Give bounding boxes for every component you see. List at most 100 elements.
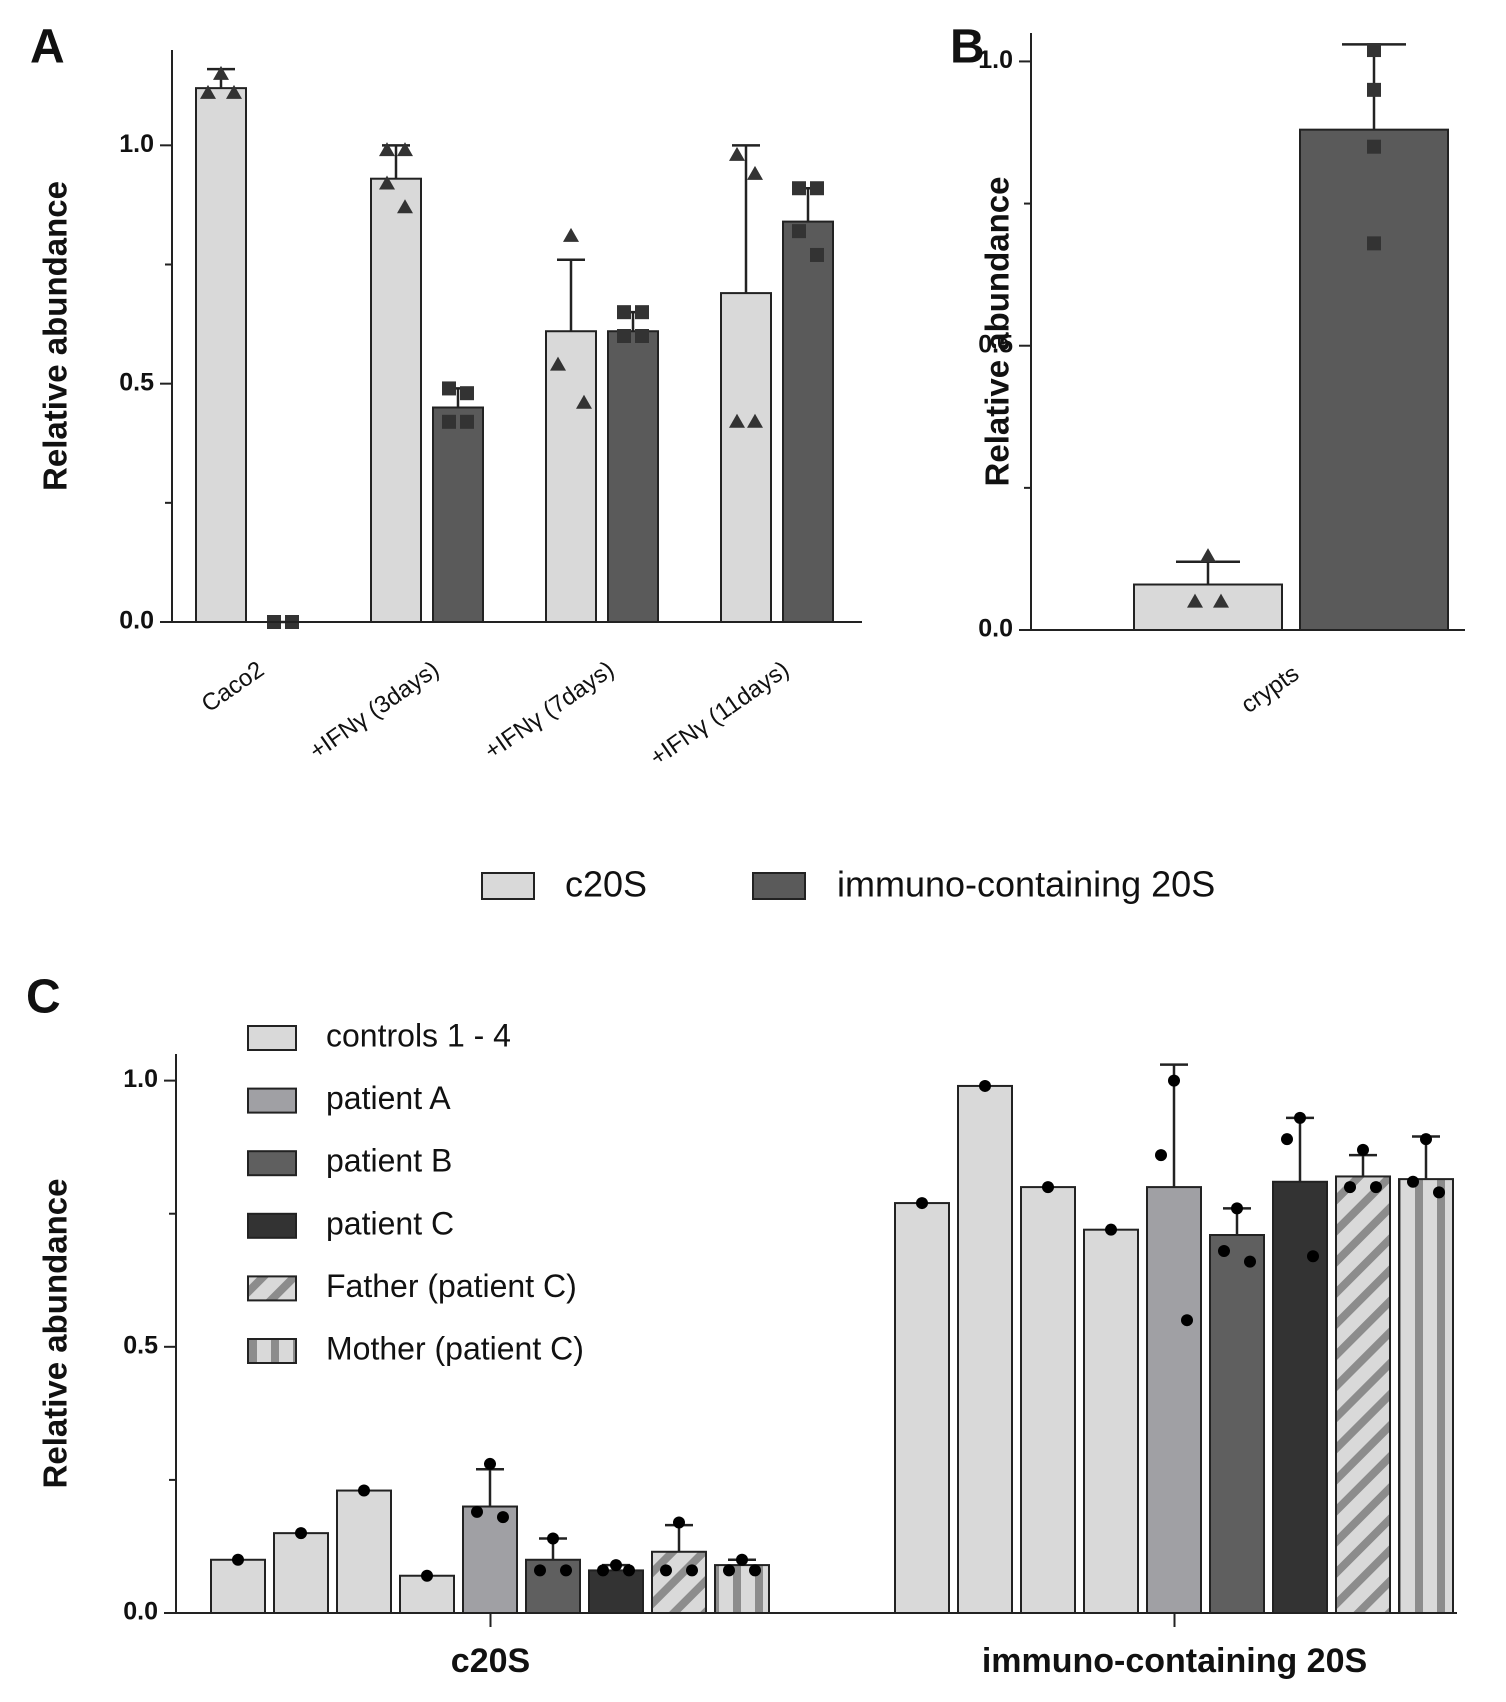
data-point — [471, 1505, 483, 1518]
x-tick-label: +IFNγ (7days) — [480, 656, 619, 765]
data-point — [1105, 1223, 1117, 1236]
bar — [1209, 1234, 1265, 1614]
data-point — [610, 1559, 622, 1572]
data-point — [1367, 139, 1381, 154]
legend-swatch — [247, 1025, 297, 1051]
y-tick-label: 1.0 — [978, 46, 1013, 74]
bar — [545, 330, 597, 623]
data-point — [723, 1564, 735, 1577]
bar — [1398, 1178, 1454, 1614]
data-point — [1155, 1149, 1167, 1162]
data-point — [635, 305, 649, 320]
bar — [720, 292, 772, 623]
y-axis-title: Relative abundance — [37, 1179, 74, 1489]
panel-letter: C — [26, 971, 61, 1024]
y-tick-label: 0.0 — [123, 1598, 158, 1626]
data-point — [576, 394, 592, 409]
data-point — [442, 414, 456, 429]
data-point — [1407, 1175, 1419, 1188]
data-point — [1042, 1181, 1054, 1194]
data-point — [747, 413, 763, 428]
data-point — [1370, 1181, 1382, 1194]
data-point — [1168, 1074, 1180, 1087]
bar — [607, 330, 659, 623]
legend-label: immuno-containing 20S — [837, 864, 1215, 905]
data-point — [1307, 1250, 1319, 1263]
bar — [195, 87, 247, 623]
data-point — [916, 1197, 928, 1210]
legend-swatch — [247, 1087, 297, 1114]
bar — [782, 220, 834, 623]
x-tick-label: +IFNγ (11days) — [645, 656, 794, 772]
legend-label: c20S — [565, 864, 647, 905]
legend-label: patient A — [326, 1080, 451, 1116]
data-point — [497, 1511, 509, 1524]
bar — [1020, 1186, 1076, 1614]
data-point — [1367, 43, 1381, 58]
data-point — [1181, 1314, 1193, 1327]
data-point — [1367, 236, 1381, 251]
data-point — [979, 1079, 991, 1092]
legend-swatch — [481, 872, 535, 900]
x-tick-label: immuno-containing 20S — [982, 1642, 1367, 1680]
bar — [714, 1564, 770, 1614]
data-point — [534, 1564, 546, 1577]
data-point — [792, 224, 806, 239]
legend-swatch — [247, 1212, 297, 1239]
y-tick-label: 0.0 — [119, 607, 154, 635]
data-point — [213, 65, 229, 80]
data-point — [358, 1484, 370, 1497]
data-point — [397, 199, 413, 214]
data-point — [421, 1569, 433, 1582]
data-point — [747, 165, 763, 180]
bar — [1083, 1228, 1139, 1614]
data-point — [379, 142, 395, 157]
panel-letter: B — [950, 21, 985, 74]
y-tick-label: 1.0 — [123, 1065, 158, 1093]
data-point — [550, 356, 566, 371]
legend-label: patient B — [326, 1143, 452, 1179]
data-point — [660, 1564, 672, 1577]
data-point — [617, 329, 631, 343]
data-point — [1367, 82, 1381, 97]
data-point — [673, 1516, 685, 1529]
bar — [210, 1558, 266, 1615]
legend-swatch — [247, 1150, 297, 1177]
y-tick-label: 1.0 — [119, 130, 154, 158]
data-point — [729, 413, 745, 428]
x-tick-label: Caco2 — [197, 656, 269, 718]
data-point — [810, 247, 824, 262]
bar — [273, 1532, 329, 1614]
bar — [462, 1505, 518, 1614]
legend-swatch — [752, 872, 806, 900]
bar — [588, 1569, 644, 1615]
data-point — [597, 1564, 609, 1577]
data-point — [1281, 1133, 1293, 1146]
data-point — [379, 175, 395, 190]
bar — [336, 1489, 392, 1614]
bar — [1272, 1180, 1328, 1615]
data-point — [200, 84, 216, 99]
data-point — [1213, 593, 1229, 608]
bar — [651, 1550, 707, 1615]
data-point — [560, 1564, 572, 1577]
bar — [525, 1558, 581, 1615]
legend-label: Father (patient C) — [326, 1268, 577, 1304]
legend-label: Mother (patient C) — [326, 1330, 584, 1366]
data-point — [460, 414, 474, 429]
data-point — [617, 305, 631, 320]
data-point — [295, 1527, 307, 1540]
bar — [1133, 583, 1283, 631]
legend-swatch — [247, 1338, 297, 1364]
data-point — [397, 142, 413, 157]
y-tick-label: 0.0 — [978, 615, 1013, 643]
data-point — [1420, 1133, 1432, 1146]
data-point — [1433, 1186, 1445, 1199]
x-tick-label: +IFNγ (3days) — [305, 656, 444, 765]
data-point — [1294, 1111, 1306, 1124]
bar — [432, 406, 484, 623]
data-point — [623, 1564, 635, 1577]
bar — [370, 177, 422, 623]
panel-letter: A — [30, 21, 65, 74]
